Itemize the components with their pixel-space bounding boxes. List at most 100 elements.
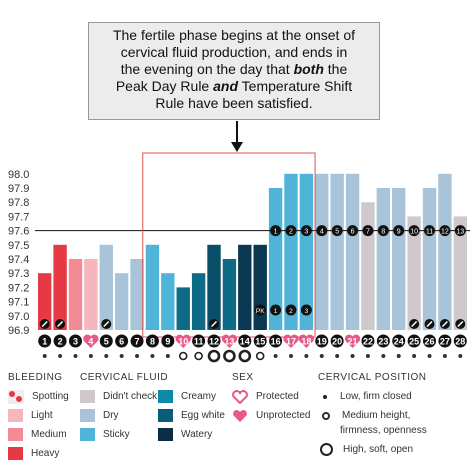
heart-filled-icon	[232, 409, 248, 423]
bar-day-5	[99, 244, 113, 330]
cervical-position-low	[442, 354, 447, 358]
legend-cervical-fluid: CERVICAL FLUID Didn't check Dry Sticky C…	[80, 372, 225, 446]
day-badge	[407, 334, 421, 348]
high-temp-label: 4	[320, 229, 324, 236]
day-number: 8	[150, 337, 155, 347]
y-tick-label: 97.5	[8, 240, 29, 252]
day-number: 12	[209, 337, 219, 347]
legend-title: CERVICAL POSITION	[318, 372, 427, 383]
bar-day-11	[191, 273, 206, 330]
sex-heart-badge	[221, 334, 238, 348]
bar-day-9	[161, 273, 175, 330]
legend-item-dry: Dry	[80, 408, 158, 422]
sticky-swatch	[80, 427, 95, 441]
legend-item-watery: Watery	[158, 427, 225, 441]
cervical-position-low	[335, 354, 340, 358]
day-badge	[207, 334, 221, 348]
day-number: 11	[194, 337, 204, 347]
high-temp-marker	[316, 225, 328, 237]
day-number: 27	[440, 337, 450, 347]
high-temp-marker	[285, 225, 297, 237]
note-icon-stroke	[41, 320, 48, 328]
day-number: 3	[73, 337, 78, 347]
bar-day-3	[68, 259, 83, 330]
day-number: 13	[224, 337, 234, 347]
day-badge	[315, 334, 329, 348]
note-icon-stroke	[57, 320, 64, 328]
light-swatch	[8, 409, 23, 422]
bar-day-25	[407, 216, 421, 330]
cervical-position-low	[427, 354, 432, 358]
high-temp-marker	[300, 225, 312, 237]
cervical-position-low	[319, 354, 324, 358]
bar-day-24	[392, 188, 406, 330]
spotting-icon	[8, 389, 24, 404]
bar-day-10	[176, 287, 190, 330]
y-tick-label: 97.1	[8, 297, 29, 309]
bar-day-27	[438, 173, 452, 330]
day-badge	[361, 334, 375, 348]
bar-day-4	[84, 259, 98, 330]
peak-day-label: PK	[256, 308, 265, 315]
high-temp-marker	[439, 225, 451, 237]
callout-line: Rule have been satisfied.	[155, 95, 313, 111]
cervical-position-low	[135, 354, 140, 358]
sex-heart-badge	[344, 334, 361, 348]
day-number: 25	[409, 337, 419, 347]
day-badge	[453, 334, 467, 348]
y-tick-label: 97.6	[8, 226, 29, 238]
day-badge	[253, 334, 267, 348]
bar-day-7	[130, 259, 144, 330]
cervical-position-low	[119, 354, 124, 358]
bar-day-23	[376, 188, 391, 330]
day-number: 17	[286, 337, 296, 347]
day-number: 1	[42, 337, 47, 347]
day-badge	[238, 334, 252, 348]
y-tick-label: 97.3	[8, 268, 29, 280]
high-temp-marker	[331, 225, 343, 237]
day-badge	[130, 334, 144, 348]
legend-item-medium-position: Medium height,	[318, 408, 427, 423]
legend-item-medium: Medium	[8, 427, 69, 442]
cervical-position-low	[381, 354, 386, 358]
high-temp-marker	[347, 225, 359, 237]
day-number: 9	[165, 337, 170, 347]
cervical-position-medium	[178, 351, 188, 361]
bar-day-8	[145, 244, 160, 330]
note-icon-stroke	[457, 320, 464, 328]
cervical-position-low	[396, 354, 401, 358]
legend-item-light: Light	[8, 408, 69, 423]
legend-title: SEX	[232, 372, 254, 383]
callout-arrow-head	[231, 142, 243, 152]
day-badge	[145, 334, 159, 348]
heart-outline-icon	[232, 389, 248, 404]
high-temp-label: 3	[304, 229, 308, 236]
y-tick-label: 98.0	[8, 169, 29, 181]
day-badge	[423, 334, 437, 348]
day-number: 21	[348, 337, 358, 347]
day-number: 22	[363, 337, 373, 347]
cervical-position-low	[350, 354, 355, 358]
legend-item-spotting: Spotting	[8, 389, 69, 404]
medium-dot-icon	[322, 411, 330, 420]
cervical-position-low	[165, 354, 170, 358]
y-tick-label: 97.7	[8, 211, 29, 223]
bar-day-16	[268, 188, 283, 330]
high-temp-label: 11	[426, 229, 433, 236]
cervical-position-low	[458, 354, 463, 358]
cervical-position-high	[223, 349, 236, 363]
bar-day-6	[114, 273, 129, 330]
day-number: 28	[455, 337, 465, 347]
legend-item-high: High, soft, open	[318, 442, 427, 457]
day-number: 10	[178, 337, 188, 347]
legend-title: BLEEDING	[8, 372, 63, 383]
callout-line: cervical fluid production, and ends in	[120, 44, 348, 60]
legend-item-unprotected: Unprotected	[232, 408, 310, 423]
callout-line: Peak Day Rule and Temperature Shift	[115, 78, 353, 94]
day-number: 23	[378, 337, 388, 347]
y-tick-label: 97.8	[8, 197, 29, 209]
day-number: 6	[119, 337, 124, 347]
creamy-swatch	[158, 389, 173, 403]
legend-title: CERVICAL FLUID	[80, 372, 169, 383]
